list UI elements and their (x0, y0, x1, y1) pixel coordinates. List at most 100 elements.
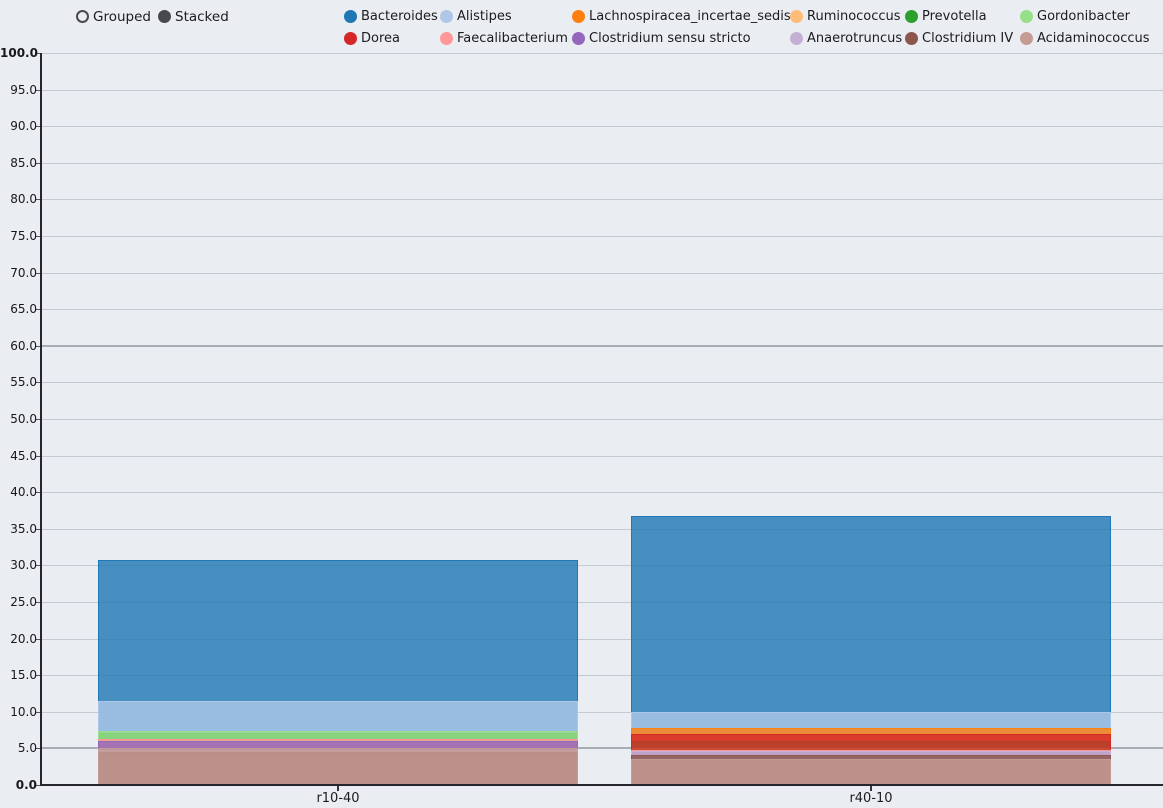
gridline-80 (41, 199, 1163, 201)
gridline-30 (41, 565, 1163, 567)
legend-item-alistipes[interactable]: Alistipes (440, 9, 512, 24)
x-axis-label-r40-10: r40-10 (849, 791, 893, 806)
y-axis-label: 10.0 (10, 704, 37, 719)
gridline-45 (41, 455, 1163, 457)
legend-swatch-icon (790, 32, 803, 45)
gridline-50 (41, 419, 1163, 420)
legend-swatch-icon (440, 10, 453, 23)
gridline-15 (41, 675, 1163, 677)
legend-swatch-icon (572, 10, 585, 23)
bar-segment-r40-10-acidaminococcus[interactable] (631, 759, 1111, 785)
legend-item-bacteroides[interactable]: Bacteroides (344, 9, 438, 24)
grouped-radio-icon[interactable] (76, 10, 89, 23)
legend-item-acidaminococcus[interactable]: Acidaminococcus (1020, 31, 1150, 46)
y-axis-label: 85.0 (10, 155, 37, 170)
y-tick (35, 455, 40, 457)
y-axis-label: 70.0 (10, 265, 37, 280)
legend-item-ruminococcus[interactable]: Ruminococcus (790, 9, 901, 24)
gridline-20 (41, 638, 1163, 640)
y-axis-label: 45.0 (10, 448, 37, 463)
y-tick (35, 272, 40, 274)
stacked-option-label: Stacked (175, 8, 229, 25)
x-axis-label-r10-40: r10-40 (316, 791, 360, 806)
y-tick (35, 89, 40, 91)
chart-mode-toolbar: Grouped Stacked (0, 0, 340, 48)
y-axis-label: 90.0 (10, 119, 37, 134)
gridline-85 (41, 162, 1163, 164)
gridline-55 (41, 382, 1163, 384)
legend-item-faecalibacterium[interactable]: Faecalibacterium (440, 31, 568, 46)
y-axis-label: 55.0 (10, 375, 37, 390)
y-axis-label: 100.0 (0, 46, 38, 60)
y-axis-label: 35.0 (10, 521, 37, 536)
y-axis-label: 40.0 (10, 485, 37, 500)
legend-item-clostridium-sensu-stricto[interactable]: Clostridium sensu stricto (572, 31, 751, 46)
legend-swatch-icon (905, 32, 918, 45)
legend-swatch-icon (1020, 32, 1033, 45)
y-axis-label: 20.0 (10, 631, 37, 646)
legend-swatch-icon (1020, 10, 1033, 23)
grouped-option[interactable]: Grouped (76, 8, 151, 25)
y-tick (35, 785, 40, 786)
y-axis-label: 0.0 (15, 778, 37, 792)
y-axis-line (40, 53, 42, 786)
y-axis-label: 60.0 (10, 338, 37, 353)
x-tick (337, 786, 339, 791)
stacked-radio-icon[interactable] (158, 10, 171, 23)
legend-label: Gordonibacter (1037, 9, 1131, 24)
legend-label: Anaerotruncus (807, 31, 903, 46)
bar-segment-r10-40-acidaminococcus[interactable] (98, 748, 578, 785)
legend-label: Prevotella (922, 9, 987, 24)
y-axis-label: 25.0 (10, 595, 37, 609)
legend-item-dorea[interactable]: Dorea (344, 31, 400, 46)
legend-label: Alistipes (457, 9, 512, 24)
y-tick (35, 53, 40, 54)
legend-swatch-icon (572, 32, 585, 45)
legend-label: Dorea (361, 31, 400, 46)
legend-label: Ruminococcus (807, 9, 901, 24)
legend-label: Faecalibacterium (457, 31, 568, 46)
y-axis-label: 65.0 (10, 302, 37, 317)
gridline-90 (41, 126, 1163, 128)
stacked-option[interactable]: Stacked (158, 8, 229, 25)
y-tick (35, 528, 40, 530)
y-axis-label: 15.0 (10, 668, 37, 683)
y-tick (35, 675, 40, 677)
legend-swatch-icon (440, 32, 453, 45)
gridline-95 (41, 89, 1163, 91)
y-tick (35, 199, 40, 201)
gridline-5 (41, 747, 1163, 750)
gridline-25 (41, 602, 1163, 603)
y-tick (35, 748, 40, 750)
gridline-65 (41, 309, 1163, 311)
y-axis-label: 95.0 (10, 82, 37, 97)
legend-item-prevotella[interactable]: Prevotella (905, 9, 987, 24)
gridline-10 (41, 711, 1163, 713)
legend-swatch-icon (344, 10, 357, 23)
x-tick (870, 786, 872, 791)
legend-item-gordonibacter[interactable]: Gordonibacter (1020, 9, 1130, 24)
y-tick (35, 492, 40, 494)
y-axis-label: 75.0 (10, 229, 37, 243)
y-tick (35, 309, 40, 311)
x-axis-line (40, 784, 1163, 786)
gridline-75 (41, 236, 1163, 237)
y-tick (35, 126, 40, 128)
legend: Bacteroides Alistipes Lachnospiracea_incer… (0, 0, 1163, 50)
legend-label: Acidaminococcus (1037, 31, 1150, 46)
legend-label: Clostridium sensu stricto (589, 31, 751, 46)
y-tick (35, 382, 40, 384)
legend-item-lachnospiracea-incertae-sedis[interactable]: Lachnospiracea_incertae_sedis (572, 9, 791, 24)
y-axis-label: 30.0 (10, 558, 37, 573)
y-tick (35, 711, 40, 713)
grouped-option-label: Grouped (93, 8, 151, 25)
legend-item-clostridium-iv[interactable]: Clostridium IV (905, 31, 1013, 46)
legend-swatch-icon (905, 10, 918, 23)
y-tick (35, 638, 40, 640)
y-tick (35, 345, 40, 347)
gridline-70 (41, 272, 1163, 274)
y-tick (35, 162, 40, 164)
legend-item-anaerotruncus[interactable]: Anaerotruncus (790, 31, 902, 46)
